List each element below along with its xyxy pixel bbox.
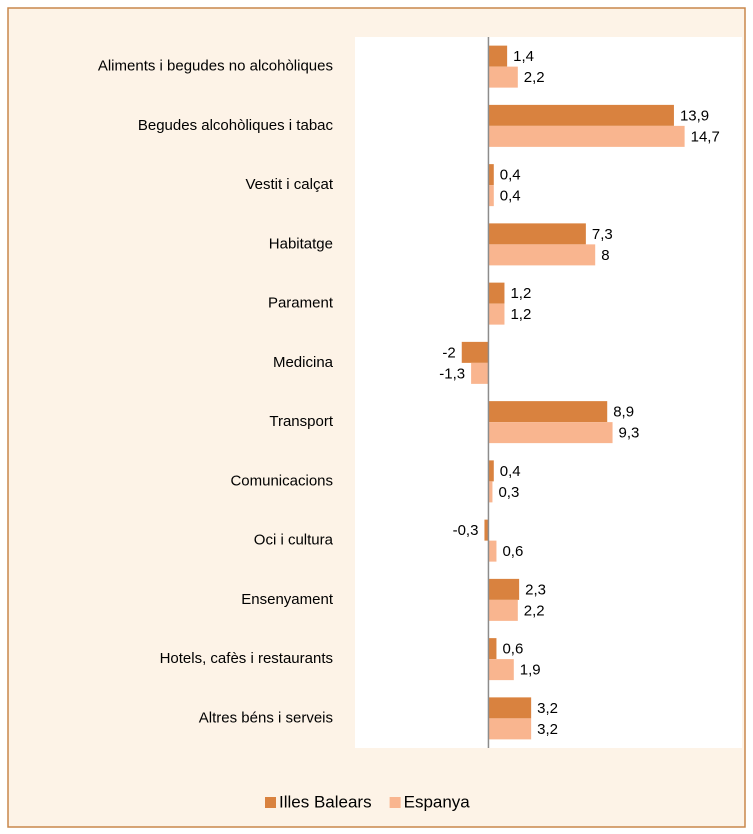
category-label: Habitatge	[269, 235, 333, 252]
bar	[484, 519, 489, 541]
value-label: -0,3	[453, 522, 479, 539]
value-label: 2,3	[525, 581, 546, 598]
bar	[488, 599, 518, 621]
bar	[488, 697, 532, 719]
value-label: 1,9	[520, 662, 541, 679]
value-label: 0,4	[500, 167, 521, 184]
value-label: 0,6	[502, 641, 523, 658]
bar	[488, 718, 532, 740]
category-label: Hotels, cafès i restaurants	[160, 650, 333, 667]
bar	[488, 401, 608, 423]
bar	[488, 303, 505, 325]
bar	[488, 244, 596, 266]
bar	[461, 341, 489, 363]
bar	[488, 164, 494, 186]
bar	[488, 638, 497, 660]
bar	[488, 223, 586, 245]
value-label: 8,9	[613, 404, 634, 421]
category-label: Comunicacions	[230, 472, 333, 489]
legend-swatch	[389, 797, 401, 808]
value-label: 3,2	[537, 700, 558, 717]
value-label: 7,3	[592, 226, 613, 243]
category-label: Ensenyament	[241, 591, 334, 608]
category-label: Begudes alcohòliques i tabac	[138, 117, 334, 134]
bar	[488, 578, 520, 600]
value-label: 3,2	[537, 721, 558, 738]
value-label: 1,4	[513, 48, 534, 65]
value-label: 0,3	[498, 484, 519, 501]
value-label: 0,4	[500, 188, 521, 205]
legend-label: Espanya	[404, 792, 471, 811]
bar	[488, 45, 508, 67]
bar	[488, 125, 685, 147]
plot-area	[355, 37, 742, 748]
category-label: Oci i cultura	[254, 532, 334, 549]
bar	[471, 362, 489, 384]
bar	[488, 66, 518, 88]
bar	[488, 185, 494, 207]
value-label: 2,2	[524, 602, 545, 619]
category-label: Transport	[269, 413, 333, 430]
value-label: 0,6	[502, 543, 523, 560]
value-label: -1,3	[439, 365, 465, 382]
bar	[488, 659, 514, 681]
category-label: Medicina	[273, 354, 334, 371]
bar	[488, 460, 494, 482]
value-label: 8	[601, 247, 609, 264]
value-label: 2,2	[524, 69, 545, 86]
legend-label: Illes Balears	[279, 792, 372, 811]
category-label: Parament	[268, 295, 334, 312]
legend-swatch	[265, 797, 276, 808]
category-label: Altres béns i serveis	[199, 709, 333, 726]
value-label: 1,2	[510, 285, 531, 302]
value-label: 13,9	[680, 107, 709, 124]
value-label: 14,7	[691, 128, 720, 145]
category-label: Vestit i calçat	[245, 176, 333, 193]
value-label: 1,2	[510, 306, 531, 323]
bar	[488, 422, 613, 444]
bar	[488, 540, 497, 562]
bar	[488, 481, 493, 503]
value-label: 0,4	[500, 463, 521, 480]
category-label: Aliments i begudes no alcohòliques	[98, 58, 333, 75]
value-label: 9,3	[619, 425, 640, 442]
bar	[488, 104, 674, 126]
bar	[488, 282, 505, 304]
value-label: -2	[442, 344, 455, 361]
